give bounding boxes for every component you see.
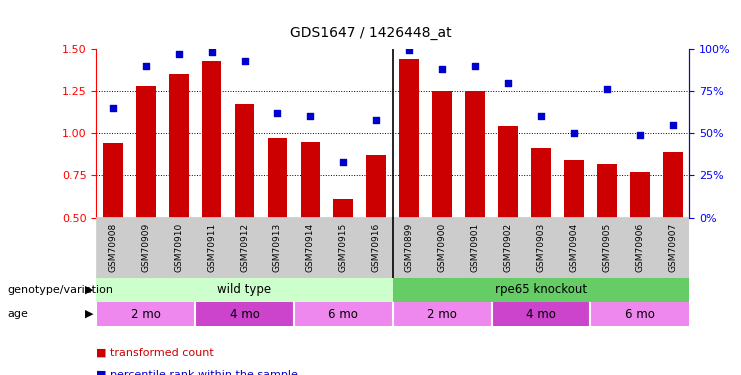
Bar <box>235 104 254 218</box>
Point <box>173 51 185 57</box>
Text: GSM70904: GSM70904 <box>569 223 579 272</box>
Bar <box>425 217 459 278</box>
Bar <box>96 278 393 302</box>
Text: GSM70903: GSM70903 <box>536 223 545 272</box>
Point <box>469 63 481 69</box>
Point <box>337 159 349 165</box>
Text: ■ percentile rank within the sample: ■ percentile rank within the sample <box>96 370 298 375</box>
Text: GSM70899: GSM70899 <box>405 223 413 272</box>
Text: GSM70916: GSM70916 <box>372 223 381 272</box>
Point <box>502 80 514 86</box>
Bar <box>491 302 591 326</box>
Bar <box>591 217 623 278</box>
Point <box>634 132 645 138</box>
Point <box>667 122 679 128</box>
Text: GSM70902: GSM70902 <box>503 223 513 272</box>
Text: GDS1647 / 1426448_at: GDS1647 / 1426448_at <box>290 26 451 40</box>
Bar <box>459 217 491 278</box>
Text: GSM70907: GSM70907 <box>668 223 677 272</box>
Text: GSM70912: GSM70912 <box>240 223 249 272</box>
Text: GSM70914: GSM70914 <box>306 223 315 272</box>
Bar <box>399 59 419 217</box>
Text: age: age <box>7 309 28 319</box>
Bar <box>327 217 360 278</box>
Point <box>601 86 613 92</box>
Bar <box>294 217 327 278</box>
Text: 4 mo: 4 mo <box>230 308 259 321</box>
Bar <box>393 302 491 326</box>
Text: ▶: ▶ <box>85 309 93 319</box>
Point <box>568 130 579 136</box>
Text: ▶: ▶ <box>85 285 93 295</box>
Bar <box>564 160 584 218</box>
Bar <box>525 217 557 278</box>
Text: rpe65 knockout: rpe65 knockout <box>495 283 587 296</box>
Bar <box>162 217 195 278</box>
Text: 2 mo: 2 mo <box>131 308 161 321</box>
Bar <box>195 217 228 278</box>
Bar <box>662 152 682 217</box>
Point <box>370 117 382 123</box>
Bar <box>591 302 689 326</box>
Bar <box>169 74 188 217</box>
Bar <box>531 148 551 217</box>
Bar <box>597 164 617 218</box>
Bar <box>202 60 222 217</box>
Bar <box>268 138 288 218</box>
Bar <box>393 278 689 302</box>
Text: GSM70905: GSM70905 <box>602 223 611 272</box>
Text: 4 mo: 4 mo <box>526 308 556 321</box>
Point <box>239 57 250 63</box>
Text: wild type: wild type <box>217 283 272 296</box>
Text: 6 mo: 6 mo <box>328 308 358 321</box>
Point <box>403 48 415 54</box>
Bar <box>136 86 156 218</box>
Text: 2 mo: 2 mo <box>428 308 457 321</box>
Bar <box>228 217 261 278</box>
Bar <box>657 217 689 278</box>
Bar <box>301 142 320 218</box>
Bar <box>465 91 485 218</box>
Text: GSM70911: GSM70911 <box>207 223 216 272</box>
Bar <box>498 126 518 218</box>
Text: genotype/variation: genotype/variation <box>7 285 113 295</box>
Text: GSM70913: GSM70913 <box>273 223 282 272</box>
Text: 6 mo: 6 mo <box>625 308 654 321</box>
Bar <box>557 217 591 278</box>
Bar <box>294 302 393 326</box>
Bar <box>103 143 123 218</box>
Text: GSM70901: GSM70901 <box>471 223 479 272</box>
Point <box>305 113 316 119</box>
Point <box>271 110 283 116</box>
Text: ■ transformed count: ■ transformed count <box>96 348 214 357</box>
Bar <box>623 217 657 278</box>
Bar <box>630 172 650 217</box>
Point <box>206 49 218 55</box>
Bar <box>261 217 294 278</box>
Text: GSM70908: GSM70908 <box>108 223 117 272</box>
Bar <box>96 302 195 326</box>
Bar <box>432 91 452 218</box>
Point <box>535 113 547 119</box>
Bar <box>195 302 294 326</box>
Point <box>436 66 448 72</box>
Text: GSM70909: GSM70909 <box>142 223 150 272</box>
Text: GSM70906: GSM70906 <box>635 223 644 272</box>
Bar <box>333 199 353 217</box>
Bar <box>360 217 393 278</box>
Bar <box>366 155 386 218</box>
Point <box>107 105 119 111</box>
Point <box>140 63 152 69</box>
Text: GSM70915: GSM70915 <box>339 223 348 272</box>
Bar <box>393 217 425 278</box>
Text: GSM70900: GSM70900 <box>438 223 447 272</box>
Bar <box>491 217 525 278</box>
Bar <box>129 217 162 278</box>
Text: GSM70910: GSM70910 <box>174 223 183 272</box>
Bar <box>96 217 129 278</box>
